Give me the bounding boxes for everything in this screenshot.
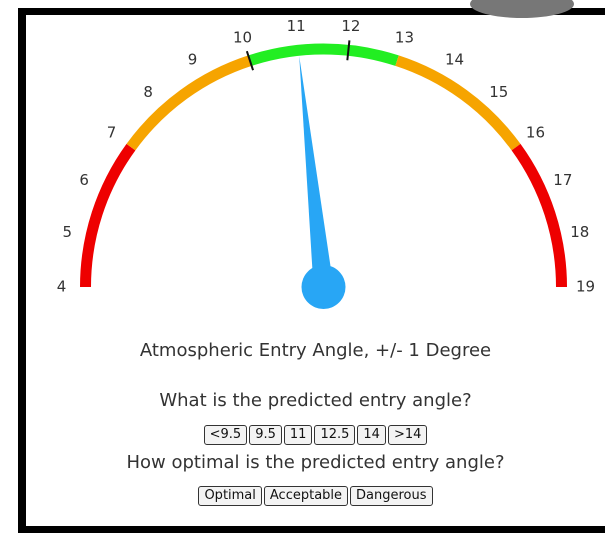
tick-label: 12 — [341, 17, 360, 35]
frame-top — [18, 8, 605, 15]
overlay-shape — [470, 0, 574, 18]
option-row: <9.5 9.5 11 12.5 14 >14 — [26, 425, 605, 445]
tick-label: 7 — [107, 124, 117, 142]
option-button[interactable]: 12.5 — [314, 425, 356, 445]
tick-label: 15 — [489, 83, 508, 101]
tick-label: 18 — [570, 223, 589, 241]
gauge-band — [248, 43, 399, 66]
gauge-band — [511, 143, 567, 288]
gauge-band — [395, 55, 521, 151]
gauge-band — [126, 55, 252, 151]
option-button[interactable]: 14 — [357, 425, 386, 445]
option-button[interactable]: Acceptable — [263, 486, 349, 506]
frame-left — [18, 8, 26, 533]
tick-label: 8 — [143, 83, 153, 101]
tick-label: 5 — [62, 223, 72, 241]
question: How optimal is the predicted entry angle… — [126, 452, 505, 473]
option-row: Optimal Acceptable Dangerous — [26, 486, 605, 506]
tick-label: 17 — [553, 171, 572, 189]
frame-bottom — [18, 526, 605, 533]
question: What is the predicted entry angle? — [159, 390, 472, 411]
needle-body — [299, 56, 334, 289]
option-button[interactable]: Optimal — [198, 486, 262, 506]
option-button[interactable]: 9.5 — [249, 425, 282, 445]
tick-label: 4 — [57, 278, 67, 296]
tick-label: 11 — [287, 17, 306, 35]
tick-label: 9 — [188, 51, 198, 69]
range-marker — [346, 40, 351, 61]
tick-label: 19 — [576, 278, 595, 296]
needle — [299, 56, 346, 309]
gauge-band — [80, 143, 136, 288]
tick-label: 13 — [395, 28, 414, 46]
tick-label: 10 — [233, 28, 252, 46]
tick-label: 14 — [445, 51, 464, 69]
option-button[interactable]: 11 — [283, 425, 313, 445]
gauge-title: Atmospheric Entry Angle, +/- 1 Degree — [139, 340, 492, 361]
needle-hub — [301, 265, 346, 309]
tick-label: 6 — [79, 171, 89, 189]
option-button[interactable]: <9.5 — [203, 425, 248, 445]
range-marker — [245, 50, 254, 71]
tick-label: 16 — [526, 124, 545, 142]
option-button[interactable]: >14 — [387, 425, 428, 445]
option-button[interactable]: Dangerous — [350, 486, 433, 506]
